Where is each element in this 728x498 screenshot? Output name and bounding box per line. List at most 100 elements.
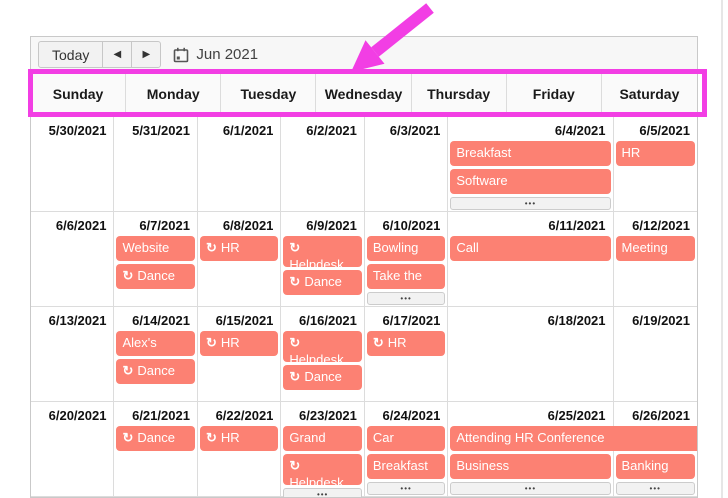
more-events-button[interactable]: •••: [366, 292, 446, 305]
event-helpdesk[interactable]: ↻ Helpdesk: [283, 331, 362, 362]
event-label: Dance: [137, 363, 175, 378]
event-dance[interactable]: ↻ Dance: [116, 426, 195, 451]
event-helpdesk[interactable]: ↻ Helpdesk: [283, 454, 362, 485]
scheduler-toolbar: Today ◀ ▶ Jun 2021: [31, 37, 697, 73]
event-dance[interactable]: ↻ Dance: [116, 359, 195, 384]
nav-button-group: Today ◀ ▶: [38, 41, 162, 68]
event-hr[interactable]: ↻ HR: [199, 331, 279, 356]
event-hr[interactable]: ↻ HR: [199, 426, 279, 451]
event-breakfast[interactable]: Breakfast: [366, 454, 446, 479]
event-label: Breakfast: [456, 145, 512, 160]
event-business[interactable]: Business: [450, 454, 611, 479]
event-banking[interactable]: Banking: [615, 454, 695, 479]
event-software[interactable]: Software: [450, 169, 611, 194]
event-hr[interactable]: ↻ HR: [199, 236, 279, 261]
day-cell[interactable]: 6/11/2021 Call: [448, 212, 614, 307]
day-cell[interactable]: 6/2/2021: [281, 117, 365, 212]
day-header-wednesday: Wednesday: [316, 73, 412, 117]
event-grand[interactable]: Grand: [283, 426, 362, 451]
event-label: Call: [456, 240, 479, 255]
current-period[interactable]: Jun 2021: [173, 46, 258, 63]
next-button[interactable]: ▶: [131, 41, 162, 68]
event-attending-hr-conference[interactable]: Attending HR Conference: [450, 426, 697, 451]
cell-date: 6/16/2021: [299, 313, 357, 328]
more-events-button[interactable]: •••: [366, 482, 446, 495]
more-events-button[interactable]: •••: [615, 482, 695, 495]
day-cell[interactable]: 6/17/2021 ↻ HR: [364, 307, 449, 402]
cell-date: 6/23/2021: [299, 408, 357, 423]
cell-date: 6/24/2021: [382, 408, 441, 423]
cell-date: 6/17/2021: [382, 313, 441, 328]
day-cell[interactable]: 6/16/2021 ↻ Helpdesk ↻ Dance: [281, 307, 365, 402]
day-cell[interactable]: 6/12/2021 Meeting: [613, 212, 697, 307]
recurring-icon: ↻: [289, 240, 301, 255]
event-hr[interactable]: HR: [615, 141, 695, 166]
day-cell[interactable]: 6/6/2021: [31, 212, 115, 307]
day-cell[interactable]: 6/7/2021 Website ↻ Dance: [114, 212, 198, 307]
cell-date: 6/14/2021: [132, 313, 190, 328]
event-label: Helpdesk: [289, 475, 344, 485]
day-header-tuesday: Tuesday: [221, 73, 317, 117]
cell-date: 6/12/2021: [632, 218, 690, 233]
day-cell[interactable]: 6/5/2021 HR: [613, 117, 697, 212]
event-take-the[interactable]: Take the: [366, 264, 446, 289]
recurring-icon: ↻: [289, 458, 301, 473]
cell-date: 6/5/2021: [639, 123, 690, 138]
day-header-monday: Monday: [126, 73, 222, 117]
cell-date: 6/22/2021: [215, 408, 274, 423]
day-cell[interactable]: 6/25/2021 Attending HR Conference Business…: [448, 402, 697, 497]
day-cell[interactable]: 6/3/2021: [364, 117, 449, 212]
day-header-saturday: Saturday: [619, 86, 680, 102]
recurring-icon: ↻: [122, 430, 134, 445]
day-header-friday: Friday: [507, 73, 602, 117]
cell-date: 6/6/2021: [55, 218, 107, 233]
day-cell[interactable]: 6/24/2021 Car Breakfast •••: [364, 402, 449, 497]
more-events-button[interactable]: •••: [283, 488, 362, 497]
event-dance[interactable]: ↻ Dance: [283, 270, 362, 295]
event-label: Dance: [137, 268, 175, 283]
cell-date: 6/1/2021: [222, 123, 274, 138]
event-dance[interactable]: ↻ Dance: [283, 365, 362, 390]
day-cell[interactable]: 6/20/2021: [31, 402, 115, 497]
event-breakfast[interactable]: Breakfast: [450, 141, 611, 166]
day-cell[interactable]: 5/31/2021: [114, 117, 198, 212]
cell-date: 6/21/2021: [132, 408, 190, 423]
day-cell[interactable]: 6/18/2021: [448, 307, 614, 402]
event-label: HR: [220, 430, 240, 445]
day-cell[interactable]: 5/30/2021: [31, 117, 115, 212]
event-label: Grand: [289, 430, 326, 445]
day-cell[interactable]: 6/23/2021 Grand ↻ Helpdesk •••: [281, 402, 365, 497]
event-alex-s[interactable]: Alex's: [116, 331, 195, 356]
prev-button[interactable]: ◀: [102, 41, 133, 68]
event-car[interactable]: Car: [366, 426, 446, 451]
cell-date: 6/15/2021: [215, 313, 274, 328]
more-events-button[interactable]: •••: [450, 197, 611, 210]
event-label: HR: [387, 335, 407, 350]
event-meeting[interactable]: Meeting: [615, 236, 695, 261]
cell-date: 6/3/2021: [389, 123, 441, 138]
event-bowling[interactable]: Bowling: [366, 236, 446, 261]
event-dance[interactable]: ↻ Dance: [116, 264, 195, 289]
day-cell[interactable]: 6/9/2021 ↻ Helpdesk ↻ Dance: [281, 212, 365, 307]
event-label: Dance: [304, 274, 342, 289]
more-events-button[interactable]: •••: [450, 482, 611, 495]
day-header-thursday: Thursday: [412, 73, 507, 117]
day-cell[interactable]: 6/19/2021: [613, 307, 697, 402]
day-cell[interactable]: 6/1/2021: [197, 117, 282, 212]
day-cell[interactable]: 6/14/2021 Alex's ↻ Dance: [114, 307, 198, 402]
event-label: HR: [621, 145, 641, 160]
page-edge-divider: [721, 0, 723, 498]
event-helpdesk[interactable]: ↻ Helpdesk: [283, 236, 362, 267]
event-website[interactable]: Website: [116, 236, 195, 261]
event-call[interactable]: Call: [450, 236, 611, 261]
today-button[interactable]: Today: [38, 41, 104, 68]
event-label: HR: [220, 335, 240, 350]
day-cell[interactable]: 6/21/2021 ↻ Dance: [114, 402, 198, 497]
day-cell[interactable]: 6/13/2021: [31, 307, 115, 402]
day-cell[interactable]: 6/10/2021 Bowling Take the •••: [364, 212, 449, 307]
day-cell[interactable]: 6/15/2021 ↻ HR: [197, 307, 282, 402]
day-cell[interactable]: 6/22/2021 ↻ HR: [197, 402, 282, 497]
day-cell[interactable]: 6/8/2021 ↻ HR: [197, 212, 282, 307]
day-cell[interactable]: 6/4/2021 Breakfast Software •••: [448, 117, 614, 212]
event-hr[interactable]: ↻ HR: [366, 331, 446, 356]
